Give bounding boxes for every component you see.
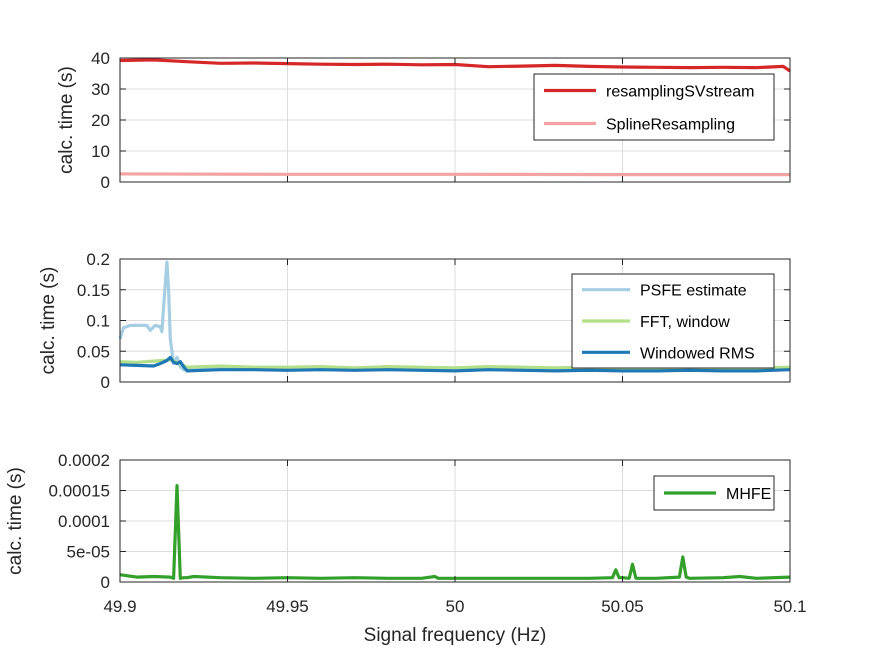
y-tick-label: 0 bbox=[101, 573, 110, 592]
legend-label: Windowed RMS bbox=[640, 345, 755, 362]
legend-label: MHFE bbox=[726, 486, 771, 503]
y-tick-label: 0.2 bbox=[86, 250, 110, 269]
y-tick-label: 0.05 bbox=[77, 342, 110, 361]
x-tick-label: 50 bbox=[446, 597, 465, 616]
y-tick-label: 0.1 bbox=[86, 312, 110, 331]
x-axis-label: Signal frequency (Hz) bbox=[364, 625, 547, 646]
legend-label: PSFE estimate bbox=[640, 283, 747, 300]
y-tick-label: 0.15 bbox=[77, 281, 110, 300]
series-line-splineresampling bbox=[119, 172, 790, 177]
y-tick-label: 10 bbox=[91, 142, 110, 161]
panel-3: 0 5e-05 0.0001 0.00015 0.0002 calc. time (s) M… bbox=[5, 451, 791, 592]
legend: PSFE estimate FFT, window Windowed RMS bbox=[571, 273, 775, 369]
panel-2: 0 0.05 0.1 0.15 0.2 calc. time (s) PSFE estima… bbox=[38, 250, 791, 392]
y-tick-label: 0 bbox=[101, 173, 110, 192]
legend-box bbox=[533, 73, 775, 141]
y-tick-label: 0.0001 bbox=[58, 512, 110, 531]
y-tick-label: 5e-05 bbox=[67, 543, 110, 562]
y-axis-label: calc. time (s) bbox=[56, 66, 77, 174]
series-line-mhfe bbox=[119, 484, 791, 580]
x-tick-label: 50.05 bbox=[601, 597, 644, 616]
x-tick-label: 49.95 bbox=[266, 597, 309, 616]
legend: MHFE bbox=[653, 475, 775, 511]
panel-1: 0 10 20 30 40 calc. time (s) resamplingSVstrea… bbox=[56, 49, 791, 192]
series-line-windowed-rms bbox=[119, 355, 791, 373]
legend-label: resamplingSVstream bbox=[606, 84, 755, 101]
x-tick-label: 49.9 bbox=[103, 597, 136, 616]
y-tick-label: 0.0002 bbox=[58, 451, 110, 470]
y-axis-label: calc. time (s) bbox=[38, 267, 59, 375]
legend: resamplingSVstream SplineResampling bbox=[533, 73, 775, 141]
x-tick-label: 50.1 bbox=[773, 597, 806, 616]
y-tick-label: 30 bbox=[91, 80, 110, 99]
y-tick-label: 20 bbox=[91, 111, 110, 130]
legend-label: FFT, window bbox=[640, 314, 730, 331]
y-axis-label: calc. time (s) bbox=[5, 467, 26, 575]
series-line-resamplingsvstream bbox=[119, 58, 791, 73]
y-tick-label: 40 bbox=[91, 49, 110, 68]
legend-label: SplineResampling bbox=[606, 117, 735, 134]
y-tick-label: 0.00015 bbox=[49, 482, 110, 501]
y-tick-label: 0 bbox=[101, 373, 110, 392]
